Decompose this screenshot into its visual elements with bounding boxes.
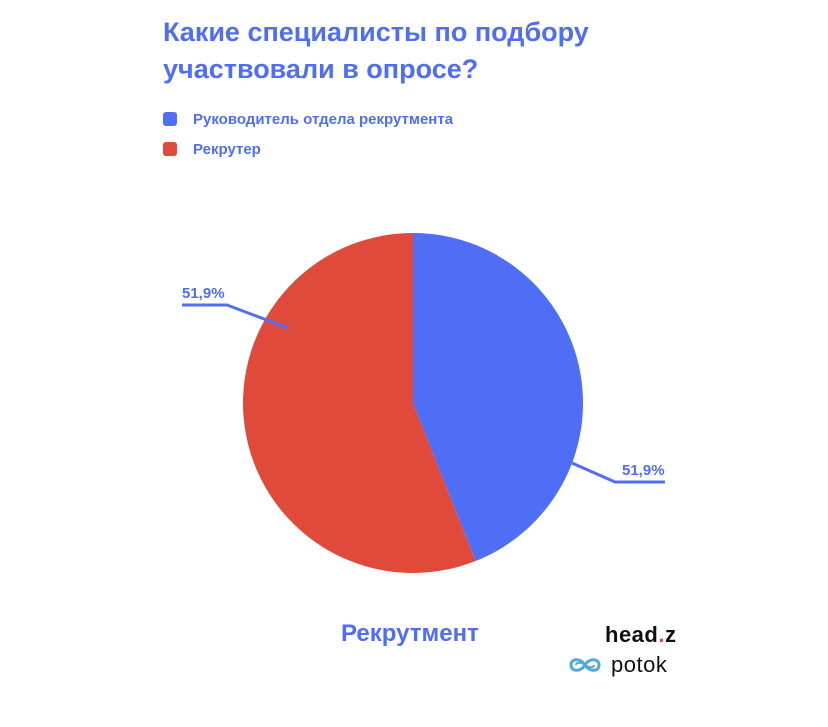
legend-label-recruiter: Рекрутер bbox=[193, 140, 261, 158]
brand-potok-logo: potok bbox=[567, 652, 667, 678]
leader-line-head bbox=[571, 461, 665, 484]
legend-item-head: Руководитель отдела рекрутмента bbox=[163, 104, 453, 134]
brand-dot: . bbox=[658, 622, 665, 647]
brand-z-text: z bbox=[664, 622, 677, 647]
chart-legend: Руководитель отдела рекрутмента Рекрутер bbox=[163, 104, 453, 164]
data-label-recruiter: 51,9% bbox=[182, 285, 225, 302]
chart-title-line-2: участвовали в опросе? bbox=[163, 54, 479, 84]
chart-title: Какие специалисты по подбору участвовали… bbox=[163, 14, 683, 88]
pie-slice-recruiter bbox=[243, 233, 476, 573]
chart-title-line-1: Какие специалисты по подбору bbox=[163, 17, 589, 47]
legend-swatch-head bbox=[163, 112, 177, 126]
legend-label-head: Руководитель отдела рекрутмента bbox=[193, 110, 454, 128]
legend-swatch-recruiter bbox=[163, 142, 177, 156]
brand-potok-text: potok bbox=[611, 652, 668, 677]
infinity-wave-icon bbox=[569, 658, 601, 672]
leader-line-recruiter bbox=[182, 303, 289, 330]
brand-head-text: head bbox=[605, 622, 659, 647]
data-label-head: 51,9% bbox=[622, 462, 665, 479]
brand-headz-logo: head.z bbox=[605, 622, 676, 648]
legend-item-recruiter: Рекрутер bbox=[163, 134, 453, 164]
footer-category: Рекрутмент bbox=[341, 620, 479, 647]
pie-slice-head bbox=[413, 233, 584, 562]
